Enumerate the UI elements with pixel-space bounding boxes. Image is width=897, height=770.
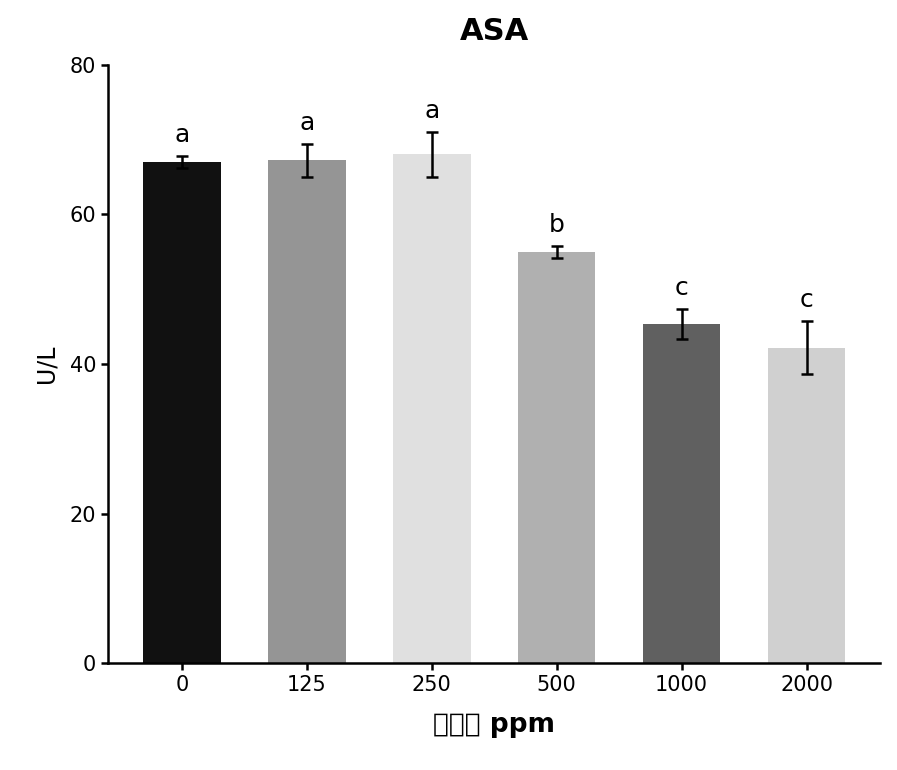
- Text: c: c: [675, 276, 689, 300]
- Text: c: c: [799, 289, 814, 313]
- X-axis label: 添加量 ppm: 添加量 ppm: [433, 712, 555, 738]
- Bar: [768, 347, 845, 664]
- Y-axis label: U/L: U/L: [35, 345, 58, 383]
- Text: a: a: [300, 111, 315, 135]
- Text: a: a: [424, 99, 440, 123]
- Bar: [393, 155, 471, 664]
- Bar: [268, 160, 345, 664]
- Bar: [643, 324, 720, 664]
- Bar: [518, 252, 596, 664]
- Title: ASA: ASA: [459, 17, 529, 45]
- Bar: [144, 162, 221, 664]
- Text: a: a: [174, 123, 189, 147]
- Text: b: b: [549, 213, 564, 237]
